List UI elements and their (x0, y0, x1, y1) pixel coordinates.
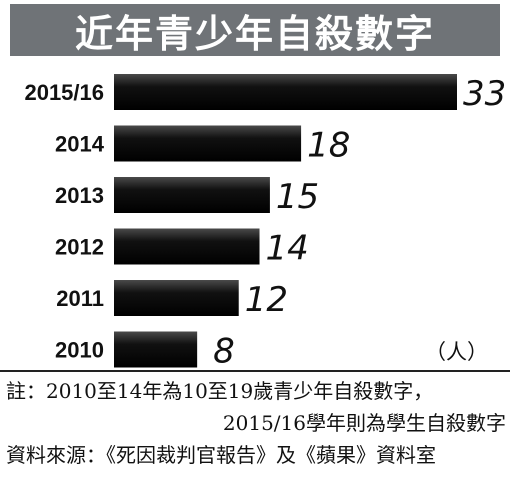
bar (114, 280, 239, 316)
category-label: 2011 (56, 286, 104, 311)
value-label: 8 (213, 332, 235, 372)
note-line-1: 註：2010至14年為10至19歲青少年自殺數字， (6, 379, 434, 403)
title-banner: 近年青少年自殺數字 (10, 4, 500, 56)
unit-label: （人） (425, 340, 488, 364)
bar (114, 177, 270, 213)
notes-block: 註：2010至14年為10至19歲青少年自殺數字， 2015/16學年則為學生自… (6, 375, 506, 471)
value-label: 18 (307, 126, 350, 166)
bar (114, 74, 457, 110)
value-label: 14 (266, 229, 309, 269)
category-label: 2010 (55, 338, 104, 363)
category-label: 2015/16 (24, 80, 104, 105)
value-label: 33 (463, 74, 506, 114)
category-label: 2014 (55, 132, 105, 157)
bars-group: 2015/16 33 2014 18 2013 15 2012 14 2011 12 2010 8 (24, 74, 506, 372)
source-line: 資料來源：《死因裁判官報告》及《蘋果》資料室 (6, 443, 436, 467)
category-label: 2012 (55, 235, 104, 260)
chart-svg: 2015/16 33 2014 18 2013 15 2012 14 2011 12 2010 8 (24, 74, 506, 372)
value-label: 15 (276, 177, 319, 217)
chart-title: 近年青少年自殺數字 (74, 11, 435, 56)
bar-chart: 2015/16 33 2014 18 2013 15 2012 14 2011 12 2010 8 (0, 60, 510, 372)
bar (114, 331, 198, 368)
bar (114, 125, 302, 162)
bar (114, 228, 260, 265)
divider (0, 370, 510, 372)
category-label: 2013 (55, 183, 104, 208)
note-line-2: 2015/16學年則為學生自殺數字 (222, 411, 506, 435)
value-label: 12 (245, 280, 288, 320)
